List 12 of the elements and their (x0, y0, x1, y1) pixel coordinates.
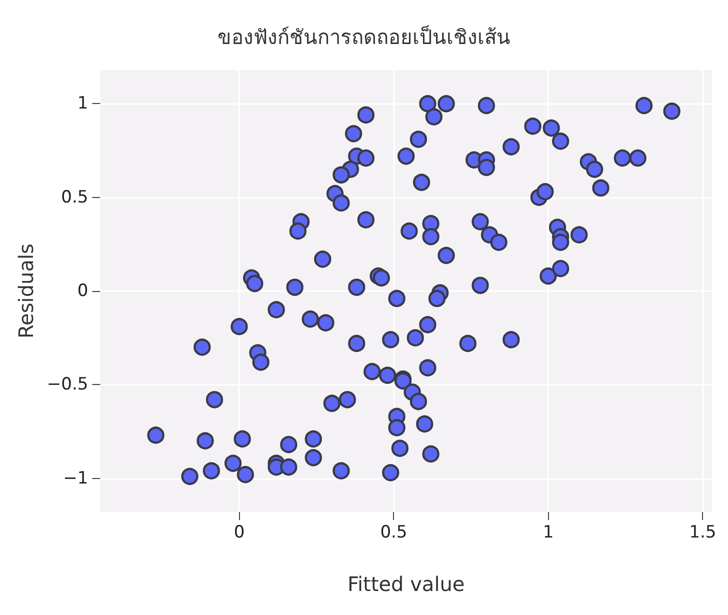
x-tick-label: 0.5 (380, 522, 408, 542)
y-axis-title: Residuals (14, 244, 38, 338)
y-tick-label: 1 (77, 94, 88, 114)
x-tick-label: 1.5 (689, 522, 716, 542)
y-tick-label: −1 (63, 468, 88, 488)
chart-title: ของฟังก์ชันการถดถอยเป็นเชิงเส้น (218, 24, 510, 49)
y-tick-label: 0 (77, 281, 88, 301)
x-axis-title: Fitted value (347, 572, 465, 596)
y-tick-label: 0.5 (61, 187, 88, 208)
x-tick-label: 1 (542, 522, 554, 542)
y-tick-label: −0.5 (46, 374, 88, 395)
x-tick-label: 0 (234, 522, 245, 542)
